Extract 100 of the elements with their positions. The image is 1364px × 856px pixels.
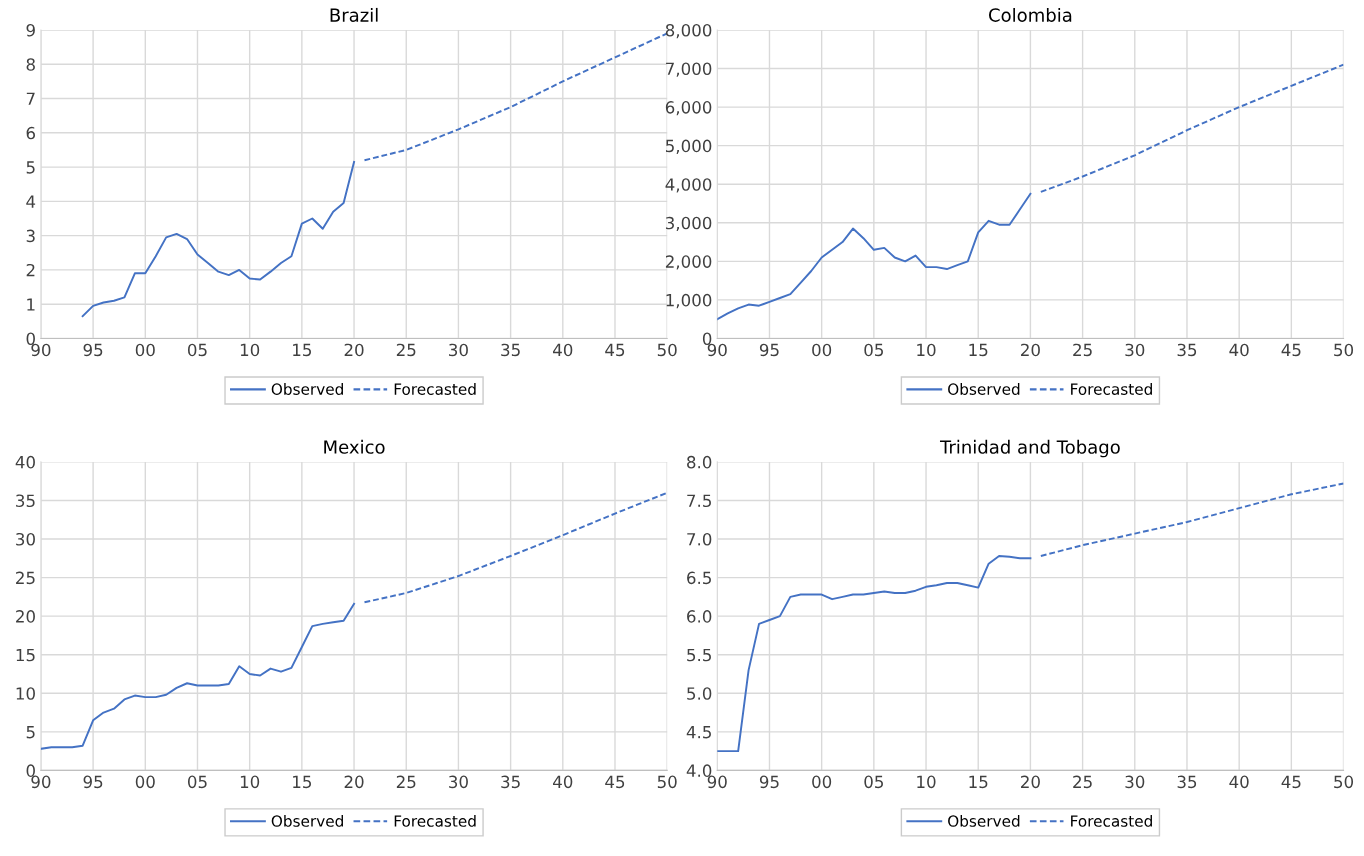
x-tick-label: 40: [1229, 775, 1249, 789]
x-tick-label: 10: [240, 343, 260, 357]
x-tick-label: 15: [293, 775, 312, 789]
x-tick-label: 20: [1021, 343, 1040, 357]
y-tick-label: 1,000: [666, 293, 712, 309]
legend-label: Observed: [271, 383, 343, 395]
x-tick-label: 10: [240, 775, 260, 789]
y-tick-label: 7.5: [687, 494, 711, 508]
x-tick-label: 35: [1177, 343, 1197, 357]
x-tick-label: 05: [864, 343, 883, 357]
x-tick-label: 45: [1281, 343, 1301, 357]
line-series: [717, 555, 1032, 753]
chart-title: Brazil: [330, 7, 378, 22]
legend-label: Forecasted: [394, 815, 476, 827]
legend-label: Observed: [948, 815, 1020, 827]
x-tick-label: 15: [969, 775, 988, 789]
x-tick-label: 90: [31, 775, 51, 789]
line-series: [363, 32, 668, 162]
x-tick-label: 50: [657, 343, 677, 357]
line-series: [40, 602, 356, 750]
x-tick-label: 90: [31, 343, 51, 357]
legend-label: Forecasted: [1071, 383, 1152, 395]
x-tick-label: 05: [187, 775, 207, 789]
y-tick-label: 0: [26, 332, 35, 346]
x-tick-label: 05: [187, 343, 207, 357]
y-tick-label: 8.0: [687, 455, 712, 469]
y-tick-label: 5.0: [687, 687, 712, 700]
x-tick-label: 30: [449, 343, 468, 357]
x-tick-label: 00: [135, 775, 155, 789]
x-tick-label: 90: [707, 775, 727, 789]
y-tick-label: 5: [26, 726, 35, 739]
y-tick-label: 5: [26, 161, 35, 174]
x-tick-label: 95: [759, 775, 779, 789]
y-tick-label: 15: [16, 648, 35, 662]
x-tick-label: 50: [657, 775, 677, 789]
chart-title: Mexico: [324, 439, 385, 454]
x-tick-label: 10: [917, 343, 936, 357]
y-tick-label: 4.0: [686, 764, 712, 777]
y-tick-label: 0: [702, 332, 712, 346]
x-tick-label: 25: [396, 775, 416, 789]
x-tick-label: 95: [83, 343, 103, 357]
y-tick-label: 7,000: [666, 62, 712, 77]
y-tick-label: 8,000: [665, 23, 712, 39]
x-tick-label: 40: [553, 343, 573, 357]
x-tick-label: 25: [1073, 775, 1092, 789]
x-tick-label: 00: [812, 775, 832, 789]
x-tick-label: 45: [605, 343, 625, 357]
y-tick-label: 9: [26, 23, 35, 37]
y-tick-label: 3,000: [665, 216, 712, 232]
y-tick-label: 3: [26, 229, 35, 243]
x-tick-label: 45: [1281, 775, 1301, 789]
line-series: [363, 491, 668, 604]
x-tick-label: 35: [501, 775, 520, 789]
x-tick-label: 25: [1073, 343, 1092, 357]
x-tick-label: 15: [969, 343, 988, 357]
x-tick-label: 20: [344, 775, 364, 789]
y-tick-label: 5,000: [665, 139, 712, 154]
x-tick-label: 45: [605, 775, 625, 789]
y-tick-label: 40: [15, 455, 35, 469]
x-tick-label: 25: [396, 343, 416, 357]
x-tick-label: 10: [917, 775, 936, 789]
y-tick-label: 7.0: [687, 532, 712, 546]
chart-title: Colombia: [989, 7, 1072, 22]
y-tick-label: 4: [26, 195, 36, 208]
x-tick-label: 95: [83, 775, 103, 789]
legend-label: Forecasted: [1071, 815, 1152, 827]
x-tick-label: 00: [135, 343, 155, 357]
x-tick-label: 05: [864, 775, 883, 789]
x-tick-label: 00: [812, 343, 832, 357]
line-series: [1039, 482, 1344, 557]
line-series: [81, 160, 356, 318]
y-tick-label: 1: [27, 298, 35, 311]
y-tick-label: 20: [16, 610, 35, 623]
x-tick-label: 40: [1229, 343, 1249, 357]
line-series: [717, 192, 1032, 321]
y-tick-label: 35: [16, 494, 35, 508]
y-tick-label: 30: [16, 532, 35, 546]
y-tick-label: 0: [26, 764, 35, 777]
line-series: [1039, 63, 1344, 193]
y-tick-label: 8: [26, 58, 35, 71]
y-tick-label: 10: [16, 687, 35, 700]
y-tick-label: 6,000: [665, 101, 712, 116]
x-tick-label: 30: [1125, 343, 1145, 357]
legend-label: Observed: [271, 815, 343, 827]
y-tick-label: 25: [16, 571, 35, 585]
legend-label: Observed: [948, 383, 1020, 395]
x-tick-label: 90: [707, 343, 727, 357]
x-tick-label: 20: [344, 343, 364, 357]
y-tick-label: 5.5: [687, 648, 711, 662]
x-tick-label: 95: [759, 343, 779, 357]
y-tick-label: 4.5: [686, 726, 711, 739]
y-tick-label: 6.0: [687, 610, 712, 623]
chart-title: Trinidad and Tobago: [939, 439, 1120, 458]
y-tick-label: 6: [26, 126, 36, 140]
x-tick-label: 15: [293, 343, 312, 357]
x-tick-label: 50: [1334, 343, 1354, 357]
x-tick-label: 40: [553, 775, 573, 789]
x-tick-label: 30: [1125, 775, 1145, 789]
y-tick-label: 4,000: [665, 178, 712, 193]
x-tick-label: 35: [501, 343, 520, 357]
